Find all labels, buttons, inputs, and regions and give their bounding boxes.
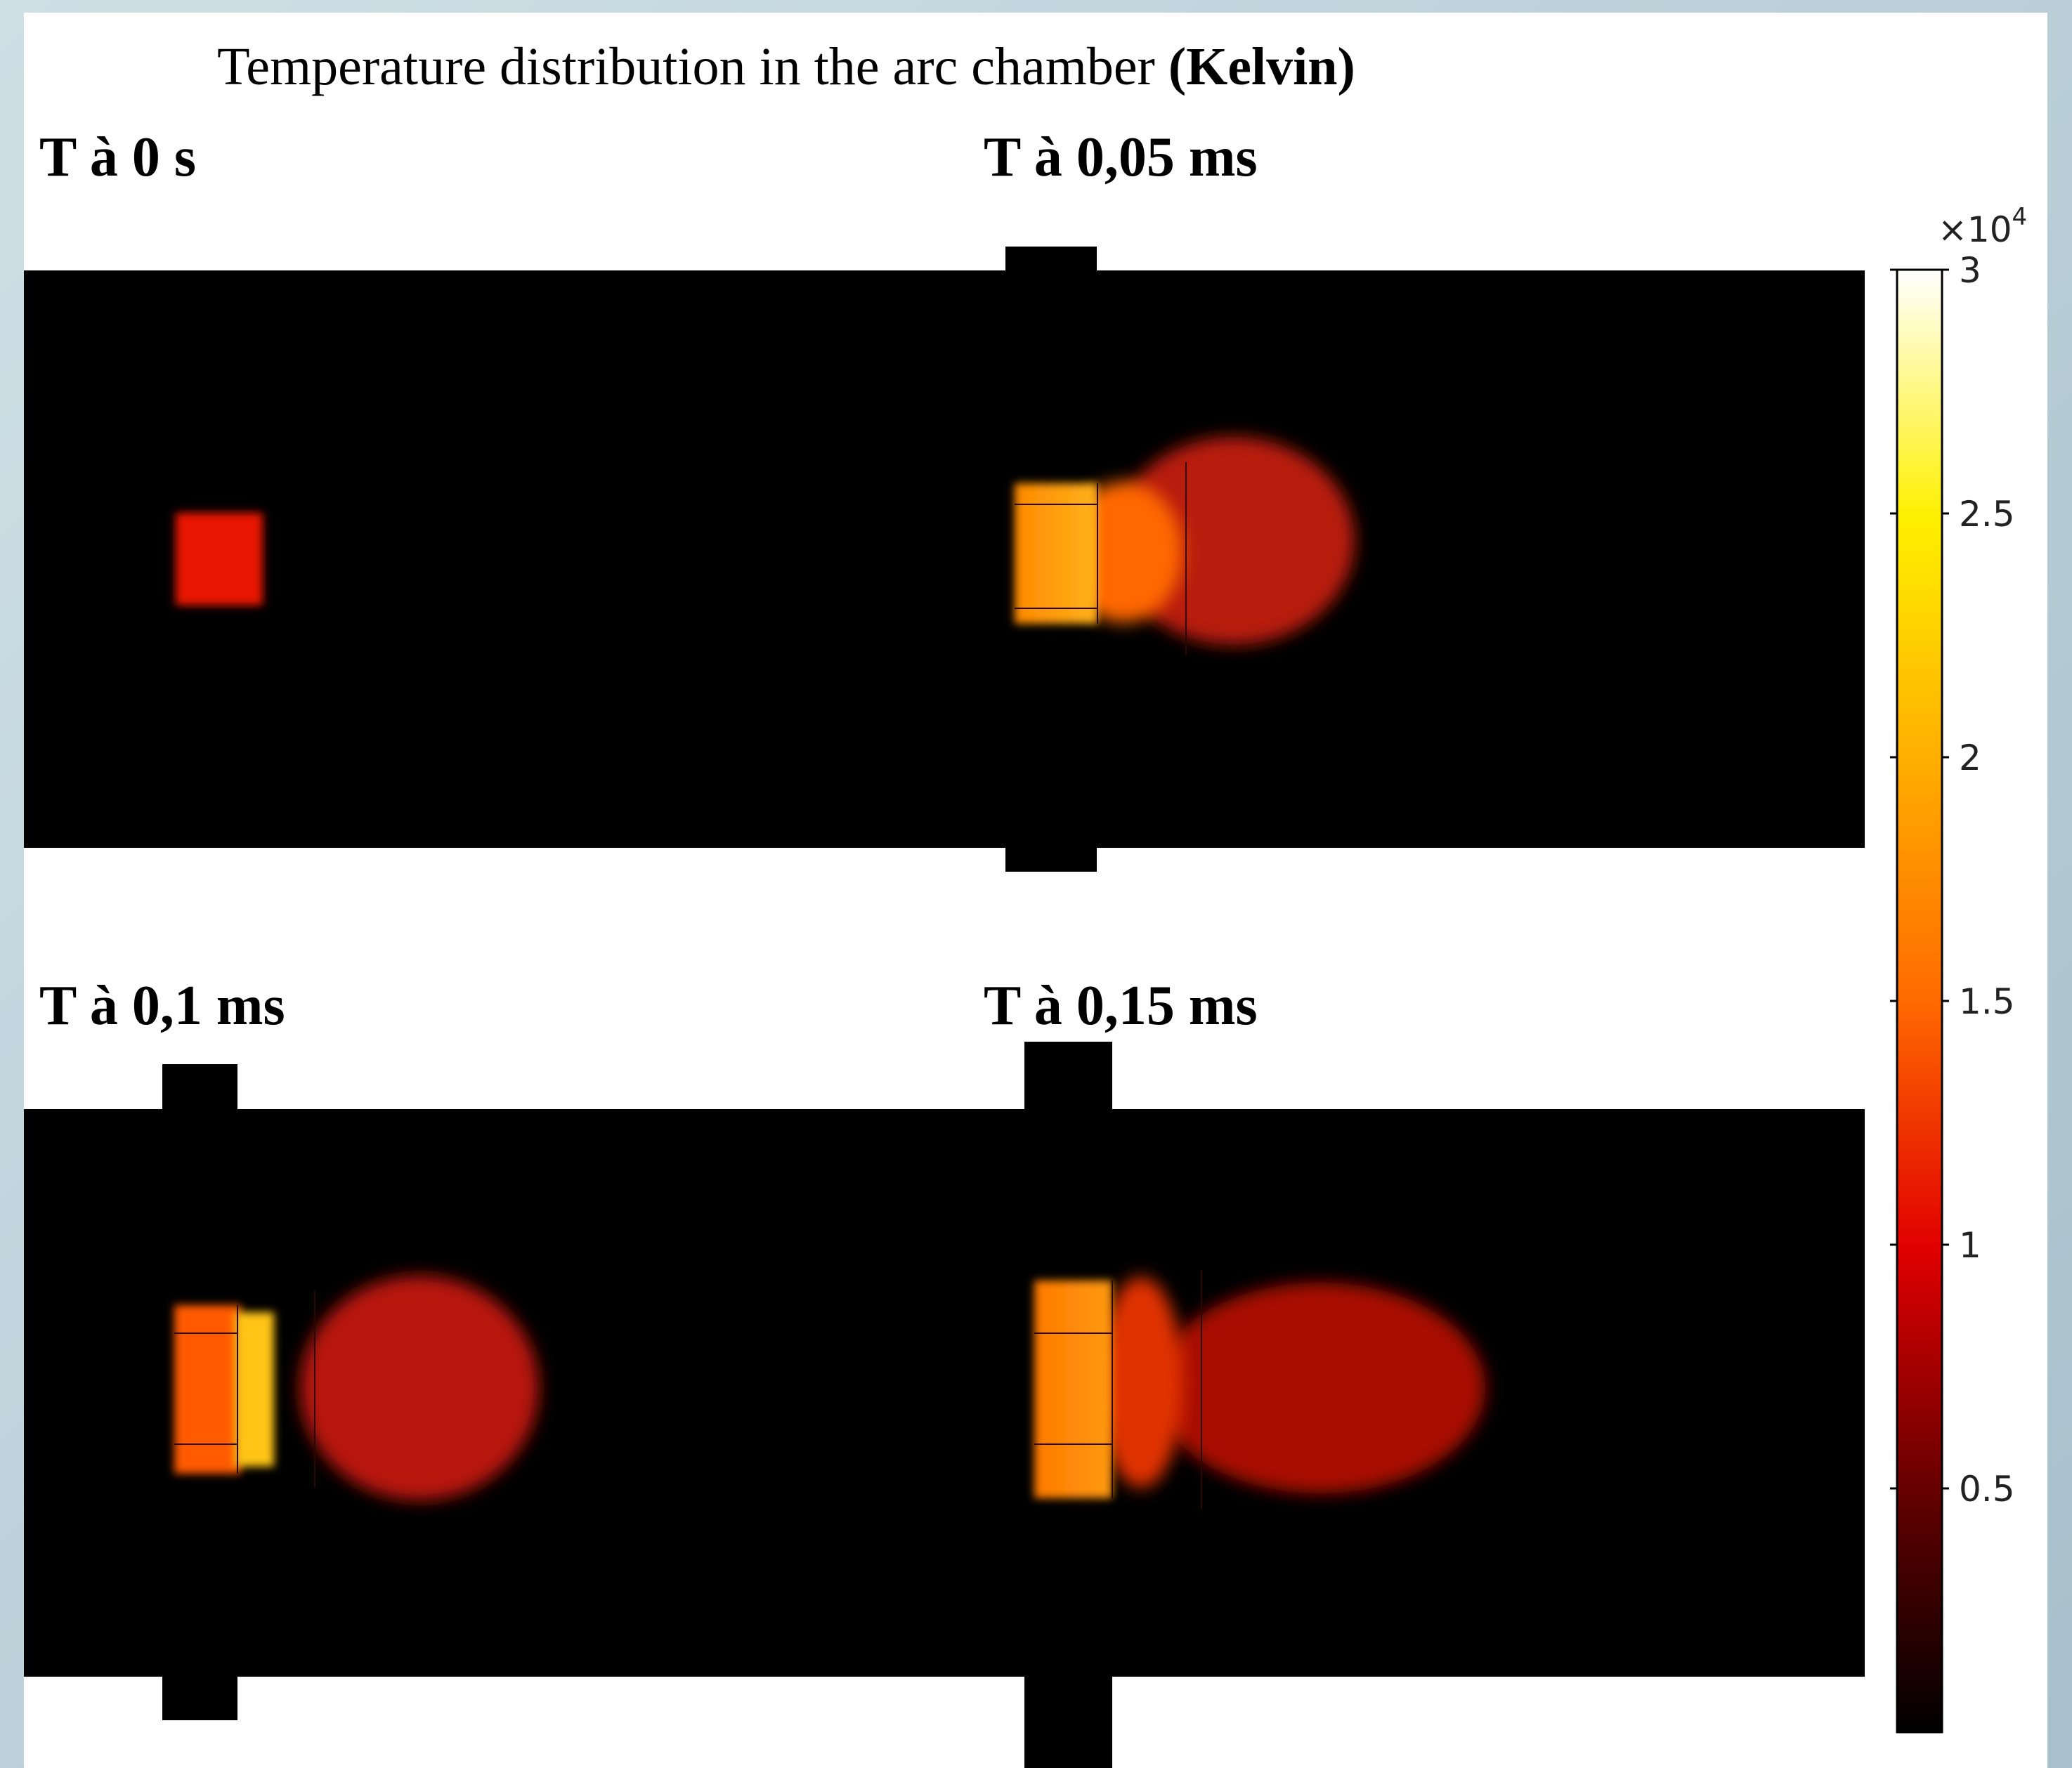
plasma-cloud-t005 [1113,437,1355,645]
arc-column-t015 [1034,1281,1112,1498]
electrode-bottom-lower-right [1024,1674,1112,1768]
colorbar-multiplier-base: ×10 [1938,209,2012,250]
chamber-top-field [24,270,1865,848]
chart-title-text: Temperature distribution in the arc cham… [217,37,1168,96]
panel-label-t015: T à 0,15 ms [984,975,1258,1037]
arc-spot-t0 [176,513,263,605]
arc-jet-t015 [1099,1277,1183,1488]
colorbar-tick-label: 2 [1959,738,1981,778]
electrode-bottom-lower-left [162,1674,237,1720]
chart-title-unit: (Kelvin) [1168,37,1355,96]
electrode-bottom-upper-left [162,1064,237,1112]
electrode-top-lower [1005,846,1097,872]
plasma-cloud-t015 [1155,1283,1485,1493]
colorbar-tick-label: 2.5 [1959,494,2015,535]
arc-core-t01 [235,1312,274,1467]
electrode-bottom-upper-right [1024,1042,1112,1112]
colorbar-tick-label: 1 [1959,1225,1981,1266]
panel-label-t01: T à 0,1 ms [39,975,285,1037]
electrode-top-upper [1005,247,1097,272]
colorbar-multiplier: ×104 [1938,203,2027,250]
figure: Temperature distribution in the arc cham… [24,13,2047,1768]
plasma-cloud-t01 [300,1276,539,1500]
colorbar-gradient [1896,268,1943,1734]
chamber-bottom [24,1042,1865,1768]
chamber-bottom-field [24,1109,1865,1677]
colorbar-tick-label: 3 [1959,250,1981,291]
arc-column-t005 [1015,483,1097,624]
colorbar: ×104 0.5 1 1.5 2 2.5 3 [1890,203,2027,1734]
panel-label-t005: T à 0,05 ms [984,126,1258,188]
colorbar-tick-label: 1.5 [1959,981,2015,1022]
chart-svg: Temperature distribution in the arc cham… [24,37,2027,1768]
colorbar-exponent: 4 [2012,203,2028,231]
panel-label-t0: T à 0 s [39,126,196,188]
chamber-top [24,247,1865,872]
colorbar-tick-label: 0.5 [1959,1469,2015,1510]
arc-column-t01 [174,1305,241,1474]
chart-title: Temperature distribution in the arc cham… [217,37,1355,96]
